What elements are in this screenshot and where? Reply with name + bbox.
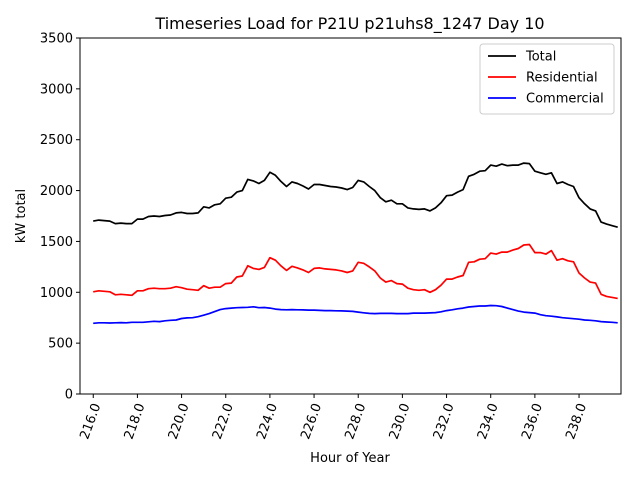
x-axis-label: Hour of Year: [310, 451, 390, 466]
y-tick-label: 0: [65, 388, 73, 403]
legend-items: Total Residential Commercial: [488, 50, 604, 107]
legend-label-total: Total: [525, 50, 556, 65]
chart-title: Timeseries Load for P21U p21uhs8_1247 Da…: [154, 14, 544, 34]
legend-label-residential: Residential: [526, 71, 598, 86]
y-axis-label: kW total: [14, 189, 29, 243]
y-tick-label: 3000: [40, 82, 73, 97]
y-tick-label: 1000: [40, 286, 73, 301]
series-line-total: [93, 162, 618, 229]
y-tick-label: 3500: [40, 32, 73, 47]
y-tick-label: 500: [48, 337, 73, 352]
y-tick-label: 2000: [40, 184, 73, 199]
legend: Total Residential Commercial: [479, 43, 615, 115]
legend-label-commercial: Commercial: [526, 92, 604, 107]
series-line-commercial: [93, 304, 618, 325]
legend-box: [479, 43, 615, 115]
plot-frame: [79, 37, 622, 395]
series-layer: [93, 162, 618, 325]
y-axis: 0 500 1000 1500 2000 2500 3000 3500: [40, 32, 80, 403]
y-tick-label: 1500: [40, 235, 73, 250]
y-tick-label: 2500: [40, 133, 73, 148]
series-line-residential: [93, 243, 618, 300]
